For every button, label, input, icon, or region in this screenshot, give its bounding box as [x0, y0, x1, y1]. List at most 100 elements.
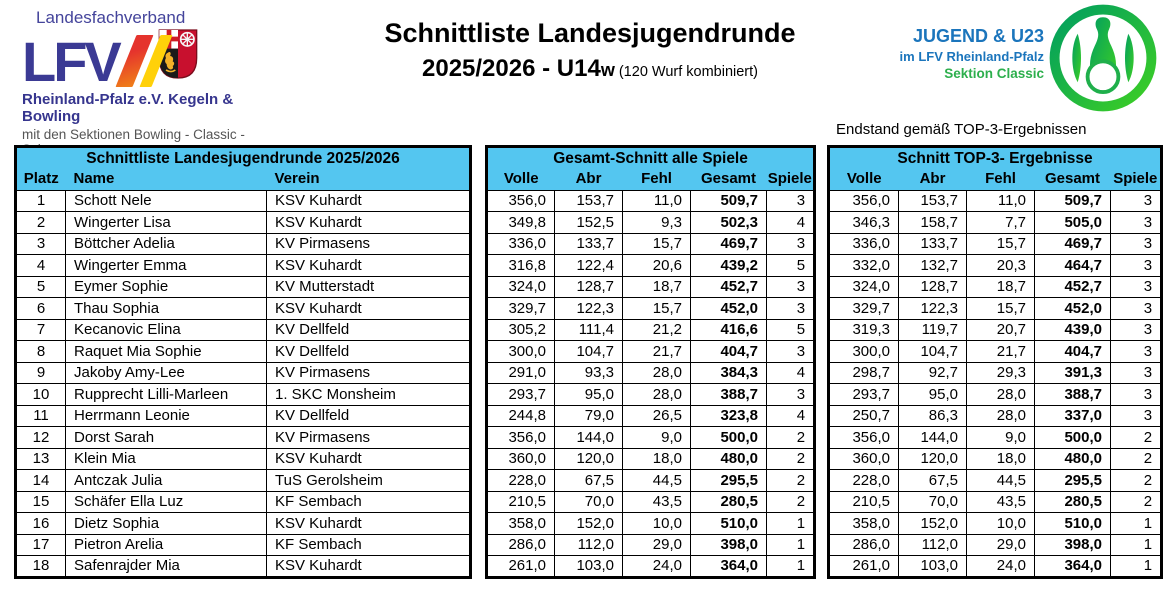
table-row: 360,0 120,0 18,0 480,0 2	[486, 447, 816, 470]
table-cell: 15,7	[622, 297, 691, 320]
table-row: 210,5 70,0 43,5 280,5 2	[486, 490, 816, 513]
table-row: 228,0 67,5 44,5 295,5 2	[828, 469, 1163, 492]
table-row: 336,0 133,7 15,7 469,7 3	[828, 232, 1163, 255]
kegel-pin-circle-icon	[1048, 2, 1158, 119]
top3-schnitt-table-header: Schnitt TOP-3- Ergebnisse Volle Abr Fehl…	[828, 146, 1162, 190]
table-cell: 104,7	[554, 340, 623, 363]
table-cell: Raquet Mia Sophie	[65, 340, 267, 363]
table-cell: 1	[1109, 512, 1163, 535]
table-cell: 3	[765, 232, 816, 255]
table-cell: 3	[1109, 340, 1163, 363]
table-cell: 502,3	[690, 211, 767, 234]
table-cell: 1	[765, 533, 816, 556]
table-cell: 2	[765, 469, 816, 492]
table-cell: 5	[15, 275, 66, 298]
table-cell: 293,7	[486, 383, 555, 406]
table-cell: 28,0	[966, 404, 1035, 427]
gesamt-schnitt-table-body: 356,0 153,7 11,0 509,7 3 349,8 152,5 9,3 502,3 4 3…	[486, 189, 816, 578]
table-cell: 133,7	[898, 232, 967, 255]
table-cell: 3	[1109, 404, 1163, 427]
table-cell: 305,2	[486, 318, 555, 341]
table-cell: KSV Kuhardt	[265, 254, 472, 277]
table-cell: 388,7	[690, 383, 767, 406]
column-header-platz: Platz	[15, 168, 66, 190]
ranking-table-body: 1 Schott Nele KSV Kuhardt 2 Wingerter Lisa KS…	[15, 189, 472, 578]
table-cell: 228,0	[486, 469, 555, 492]
table-cell: 404,7	[1034, 340, 1111, 363]
table-cell: 122,3	[554, 297, 623, 320]
table-row: 10 Rupprecht Lilli-Marleen 1. SKC Monsheim	[15, 383, 472, 406]
table-cell: 29,0	[966, 533, 1035, 556]
table-cell: 9	[15, 361, 66, 384]
table-cell: 3	[1109, 232, 1163, 255]
table-cell: 298,7	[828, 361, 899, 384]
top3-schnitt-table-body: 356,0 153,7 11,0 509,7 3 346,3 158,7 7,7 505,0 3 3…	[828, 189, 1163, 578]
table-cell: KV Mutterstadt	[265, 275, 472, 298]
table-cell: 358,0	[828, 512, 899, 535]
table-cell: Kecanovic Elina	[65, 318, 267, 341]
table-cell: 21,2	[622, 318, 691, 341]
table-cell: Jakoby Amy-Lee	[65, 361, 267, 384]
lfv-acronym: LFV	[22, 30, 122, 93]
table-cell: 70,0	[554, 490, 623, 513]
table-cell: 5	[765, 254, 816, 277]
table-cell: 6	[15, 297, 66, 320]
table-row: 4 Wingerter Emma KSV Kuhardt	[15, 254, 472, 277]
table-row: 286,0 112,0 29,0 398,0 1	[828, 533, 1163, 556]
table-cell: 1	[1109, 533, 1163, 556]
table-cell: 9,0	[622, 426, 691, 449]
table-cell: 349,8	[486, 211, 555, 234]
table-cell: 112,0	[898, 533, 967, 556]
table-row: 261,0 103,0 24,0 364,0 1	[486, 555, 816, 578]
column-header-gesamt: Gesamt	[690, 168, 767, 190]
table-cell: Rupprecht Lilli-Marleen	[65, 383, 267, 406]
table-row: 244,8 79,0 26,5 323,8 4	[486, 404, 816, 427]
table-cell: 1	[765, 555, 816, 578]
table-cell: 391,3	[1034, 361, 1111, 384]
table-cell: 93,3	[554, 361, 623, 384]
table-title: Schnittliste Landesjugendrunde 2025/2026	[15, 146, 471, 168]
column-header-volle: Volle	[486, 168, 555, 190]
table-cell: 12	[15, 426, 66, 449]
table-row: 300,0 104,7 21,7 404,7 3	[486, 340, 816, 363]
table-cell: 29,3	[966, 361, 1035, 384]
table-cell: 500,0	[690, 426, 767, 449]
table-cell: 10	[15, 383, 66, 406]
table-row: 329,7 122,3 15,7 452,0 3	[486, 297, 816, 320]
table-cell: 132,7	[898, 254, 967, 277]
lfv-logo: Landesfachverband LFV Rheinland-Pfalz e.…	[22, 8, 272, 157]
table-cell: Schäfer Ella Luz	[65, 490, 267, 513]
table-cell: 111,4	[554, 318, 623, 341]
table-cell: 103,0	[554, 555, 623, 578]
table-cell: 332,0	[828, 254, 899, 277]
page-title-line2: 2025/2026 - U14w (120 Wurf kombiniert)	[330, 55, 850, 83]
table-cell: 15,7	[966, 232, 1035, 255]
table-cell: 43,5	[966, 490, 1035, 513]
table-cell: 439,0	[1034, 318, 1111, 341]
table-cell: Dorst Sarah	[65, 426, 267, 449]
table-cell: 2	[1109, 426, 1163, 449]
table-row: 346,3 158,7 7,7 505,0 3	[828, 211, 1163, 234]
table-row: 356,0 144,0 9,0 500,0 2	[828, 426, 1163, 449]
table-cell: 364,0	[690, 555, 767, 578]
column-header-spiele: Spiele	[1110, 168, 1162, 190]
table-cell: 286,0	[828, 533, 899, 556]
table-cell: 3	[765, 275, 816, 298]
table-cell: 228,0	[828, 469, 899, 492]
table-cell: KSV Kuhardt	[265, 211, 472, 234]
table-cell: TuS Gerolsheim	[265, 469, 472, 492]
table-row: 336,0 133,7 15,7 469,7 3	[486, 232, 816, 255]
table-cell: 120,0	[898, 447, 967, 470]
table-cell: 356,0	[828, 189, 899, 212]
table-cell: 67,5	[898, 469, 967, 492]
table-cell: 10,0	[622, 512, 691, 535]
table-row: 8 Raquet Mia Sophie KV Dellfeld	[15, 340, 472, 363]
table-cell: 286,0	[486, 533, 555, 556]
table-row: 324,0 128,7 18,7 452,7 3	[486, 275, 816, 298]
table-cell: 26,5	[622, 404, 691, 427]
table-cell: Thau Sophia	[65, 297, 267, 320]
page-title-line1: Schnittliste Landesjugendrunde	[384, 18, 796, 48]
table-cell: 152,0	[554, 512, 623, 535]
table-cell: 358,0	[486, 512, 555, 535]
table-cell: 1	[1109, 555, 1163, 578]
